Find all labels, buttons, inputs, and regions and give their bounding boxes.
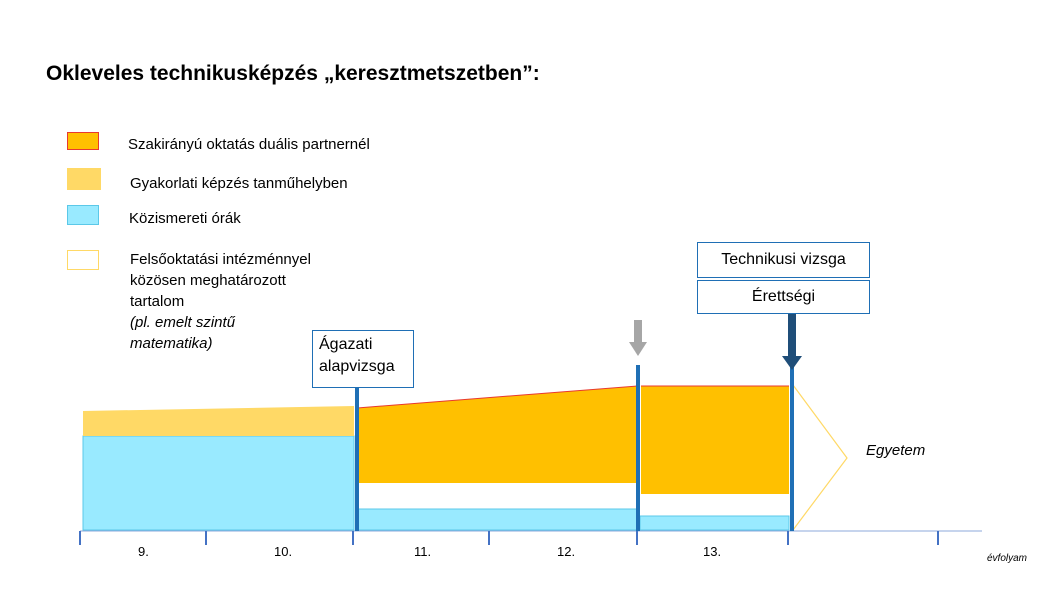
grade-label-9: 9. [138,544,149,559]
general-block-9-10 [82,435,355,531]
agazati-line2: alapvizsga [319,358,395,375]
grey-down-arrow-icon [629,320,647,356]
workshop-band-9-10 [83,406,354,436]
legend-swatch-higher-ed [67,250,99,270]
agazati-alapvizsga-box: Ágazati alapvizsga [312,330,414,388]
dual-band-11-12-top-edge [356,385,638,409]
grade-label-13: 13. [703,544,722,559]
dark-down-arrow-icon [782,314,802,370]
legend-higher-ed-line2: közösen meghatározott [130,272,286,289]
legend-higher-ed-line4: (pl. emelt szintű [130,314,236,331]
legend-swatch-workshop [67,168,101,190]
legend-higher-ed-line3: tartalom [130,293,185,310]
dual-band-13 [641,386,789,494]
egyetem-label: Egyetem [866,442,926,459]
legend-higher-ed-line5: matematika) [130,335,213,352]
erettsegi-box: Érettségi [697,280,870,314]
axis-label: évfolyam [987,553,1028,564]
general-band-11-12 [356,508,638,531]
technikusi-vizsga-box: Technikusi vizsga [697,242,870,278]
legend-label-higher-ed: Felsőoktatási intézménnyel közösen megha… [130,249,311,354]
grade-label-10: 10. [274,544,293,559]
legend-label-workshop: Gyakorlati képzés tanműhelyben [130,175,348,192]
general-band-13 [639,515,790,531]
agazati-line1: Ágazati [319,336,373,353]
legend-higher-ed-line1: Felsőoktatási intézménnyel [130,251,311,268]
page-title: Okleveles technikusképzés „keresztmetsze… [46,62,540,85]
egyetem-chevron [792,384,848,531]
legend-swatch-general [67,205,99,225]
legend-label-general: Közismereti órák [129,210,241,227]
dual-band-11-12 [357,386,637,483]
legend-swatch-dual [67,132,99,150]
grade-label-12: 12. [557,544,576,559]
grade-label-11: 11. [414,544,432,559]
legend-label-dual: Szakirányú oktatás duális partnernél [128,136,370,153]
